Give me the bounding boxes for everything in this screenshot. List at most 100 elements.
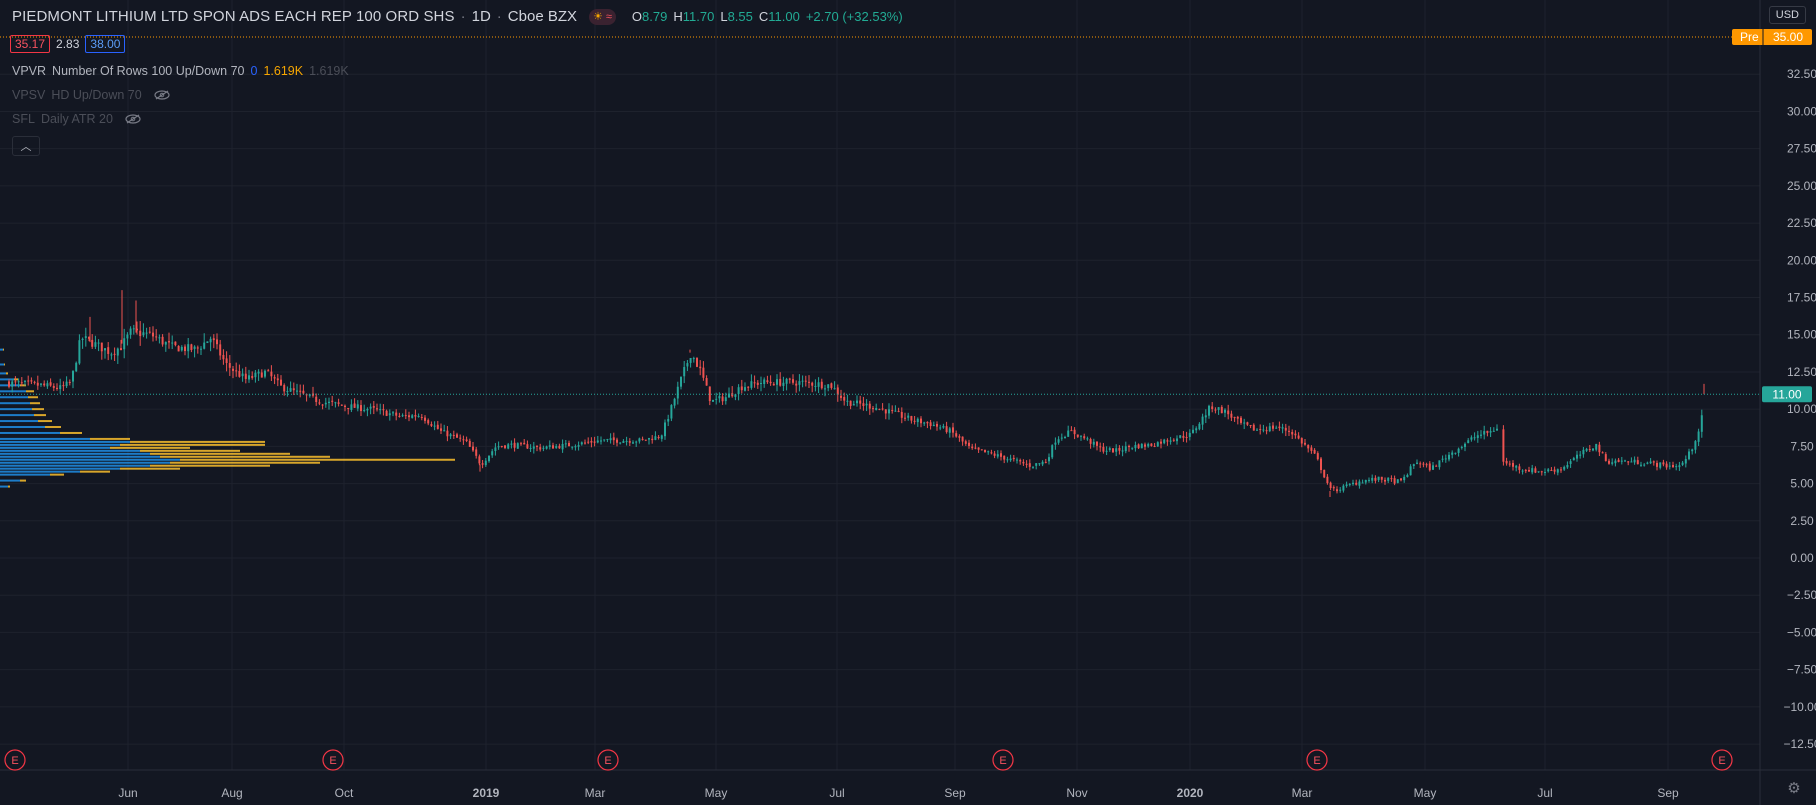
candle-body <box>1320 458 1322 471</box>
candle-body <box>1041 461 1044 465</box>
symbol-title[interactable]: PIEDMONT LITHIUM LTD SPON ADS EACH REP 1… <box>12 8 455 25</box>
candle-body <box>1192 429 1194 433</box>
earnings-marker-label: E <box>604 755 611 767</box>
candle-body <box>36 382 39 386</box>
volume-profile-down-bar <box>50 473 64 476</box>
candle-body <box>859 400 862 404</box>
candle-body <box>497 446 500 448</box>
candle-body <box>948 428 951 433</box>
volume-profile-up-bar <box>0 479 20 482</box>
candle-body <box>673 398 676 406</box>
indicator-sfl[interactable]: SFL Daily ATR 20 <box>12 112 141 126</box>
candle-body <box>164 342 167 345</box>
volume-profile-up-bar <box>0 485 8 488</box>
header-dot-1: · <box>460 8 466 25</box>
candle-body <box>1643 464 1646 466</box>
candle-body <box>84 336 87 338</box>
candle-body <box>1156 442 1159 447</box>
candle-body <box>1006 459 1009 461</box>
candle-body <box>1278 426 1281 429</box>
pre-price-label: 35.00 <box>1773 30 1803 44</box>
candle-body <box>478 456 481 464</box>
settings-gear-icon[interactable]: ⚙ <box>1787 780 1801 797</box>
candle-body <box>30 380 33 382</box>
earnings-marker[interactable] <box>4 749 26 771</box>
currency-button[interactable]: USD <box>1768 6 1806 24</box>
candle-body <box>1451 452 1454 455</box>
candle-body <box>152 332 154 337</box>
candle-body <box>1172 439 1175 441</box>
candle-body <box>964 441 967 444</box>
candle-body <box>1412 464 1415 467</box>
interval-label[interactable]: 1D <box>471 8 491 25</box>
candle-body <box>1064 436 1066 438</box>
candle-body <box>443 430 446 432</box>
candle-body <box>372 405 375 408</box>
candle-body <box>59 385 62 390</box>
candle-body <box>587 441 590 443</box>
candle-body <box>1425 464 1428 466</box>
candle-body <box>1681 462 1684 465</box>
collapse-indicators-button[interactable]: ︿ <box>12 136 40 156</box>
candle-body <box>756 382 759 385</box>
eye-hidden-icon[interactable] <box>125 114 141 124</box>
earnings-marker[interactable] <box>992 749 1014 771</box>
session-badge[interactable]: ☀ ≈ <box>589 8 616 25</box>
indicator-vpsv[interactable]: VPSV HD Up/Down 70 <box>12 88 170 102</box>
candle-body <box>142 332 145 336</box>
candle-body <box>1144 444 1146 447</box>
candle-body <box>1124 446 1127 452</box>
candle-body <box>520 443 522 445</box>
candle-body <box>545 446 548 449</box>
candle-body <box>1179 435 1182 438</box>
candle-body <box>1595 443 1598 450</box>
earnings-marker[interactable] <box>322 749 344 771</box>
candle-body <box>1092 441 1095 445</box>
candle-body <box>184 346 186 352</box>
candle-body <box>971 446 974 449</box>
candle-body <box>1048 457 1050 462</box>
eye-hidden-icon[interactable] <box>154 90 170 100</box>
candle-body <box>1649 461 1652 464</box>
volume-profile-up-bar <box>0 414 34 417</box>
candle-body <box>1518 466 1521 470</box>
candle-body <box>1531 468 1534 473</box>
candle-body <box>804 380 807 382</box>
volume-profile-up-bar <box>0 396 28 399</box>
earnings-marker-label: E <box>1313 755 1320 767</box>
indicator-vpvr[interactable]: VPVR Number Of Rows 100 Up/Down 70 0 1.6… <box>12 64 349 78</box>
candle-body <box>939 427 942 429</box>
candle-body <box>1588 449 1591 451</box>
candle-body <box>766 380 769 383</box>
indicator-value-2: 1.619K <box>263 64 304 78</box>
candle-body <box>24 380 26 382</box>
indicator-value-1: 0 <box>250 64 258 78</box>
candle-body <box>897 410 900 412</box>
candle-body <box>1364 480 1367 483</box>
earnings-marker[interactable] <box>597 749 619 771</box>
candle-body <box>1358 481 1361 486</box>
change-value: +2.70 (+32.53%) <box>805 9 903 24</box>
buy-price-button[interactable]: 38.00 <box>85 35 126 53</box>
indicator-name: VPVR <box>12 64 47 78</box>
candle-body <box>1470 437 1473 440</box>
candle-body <box>296 390 298 392</box>
candle-body <box>155 336 158 338</box>
candle-body <box>209 338 212 343</box>
candle-body <box>1556 469 1559 473</box>
candle-body <box>1572 458 1575 461</box>
earnings-marker[interactable] <box>1306 749 1328 771</box>
candle-body <box>161 336 164 345</box>
candle-body <box>1025 463 1028 465</box>
volume-profile-down-bar <box>4 363 5 366</box>
earnings-marker[interactable] <box>1711 749 1733 771</box>
candle-body <box>881 408 884 410</box>
sell-price-button[interactable]: 35.17 <box>10 35 51 53</box>
volume-profile-up-bar <box>0 426 45 429</box>
spread-value: 2.83 <box>56 37 80 51</box>
volume-profile-up-bar <box>0 378 14 381</box>
candle-body <box>481 463 484 465</box>
candle-body <box>289 388 292 392</box>
candle-body <box>635 441 638 443</box>
